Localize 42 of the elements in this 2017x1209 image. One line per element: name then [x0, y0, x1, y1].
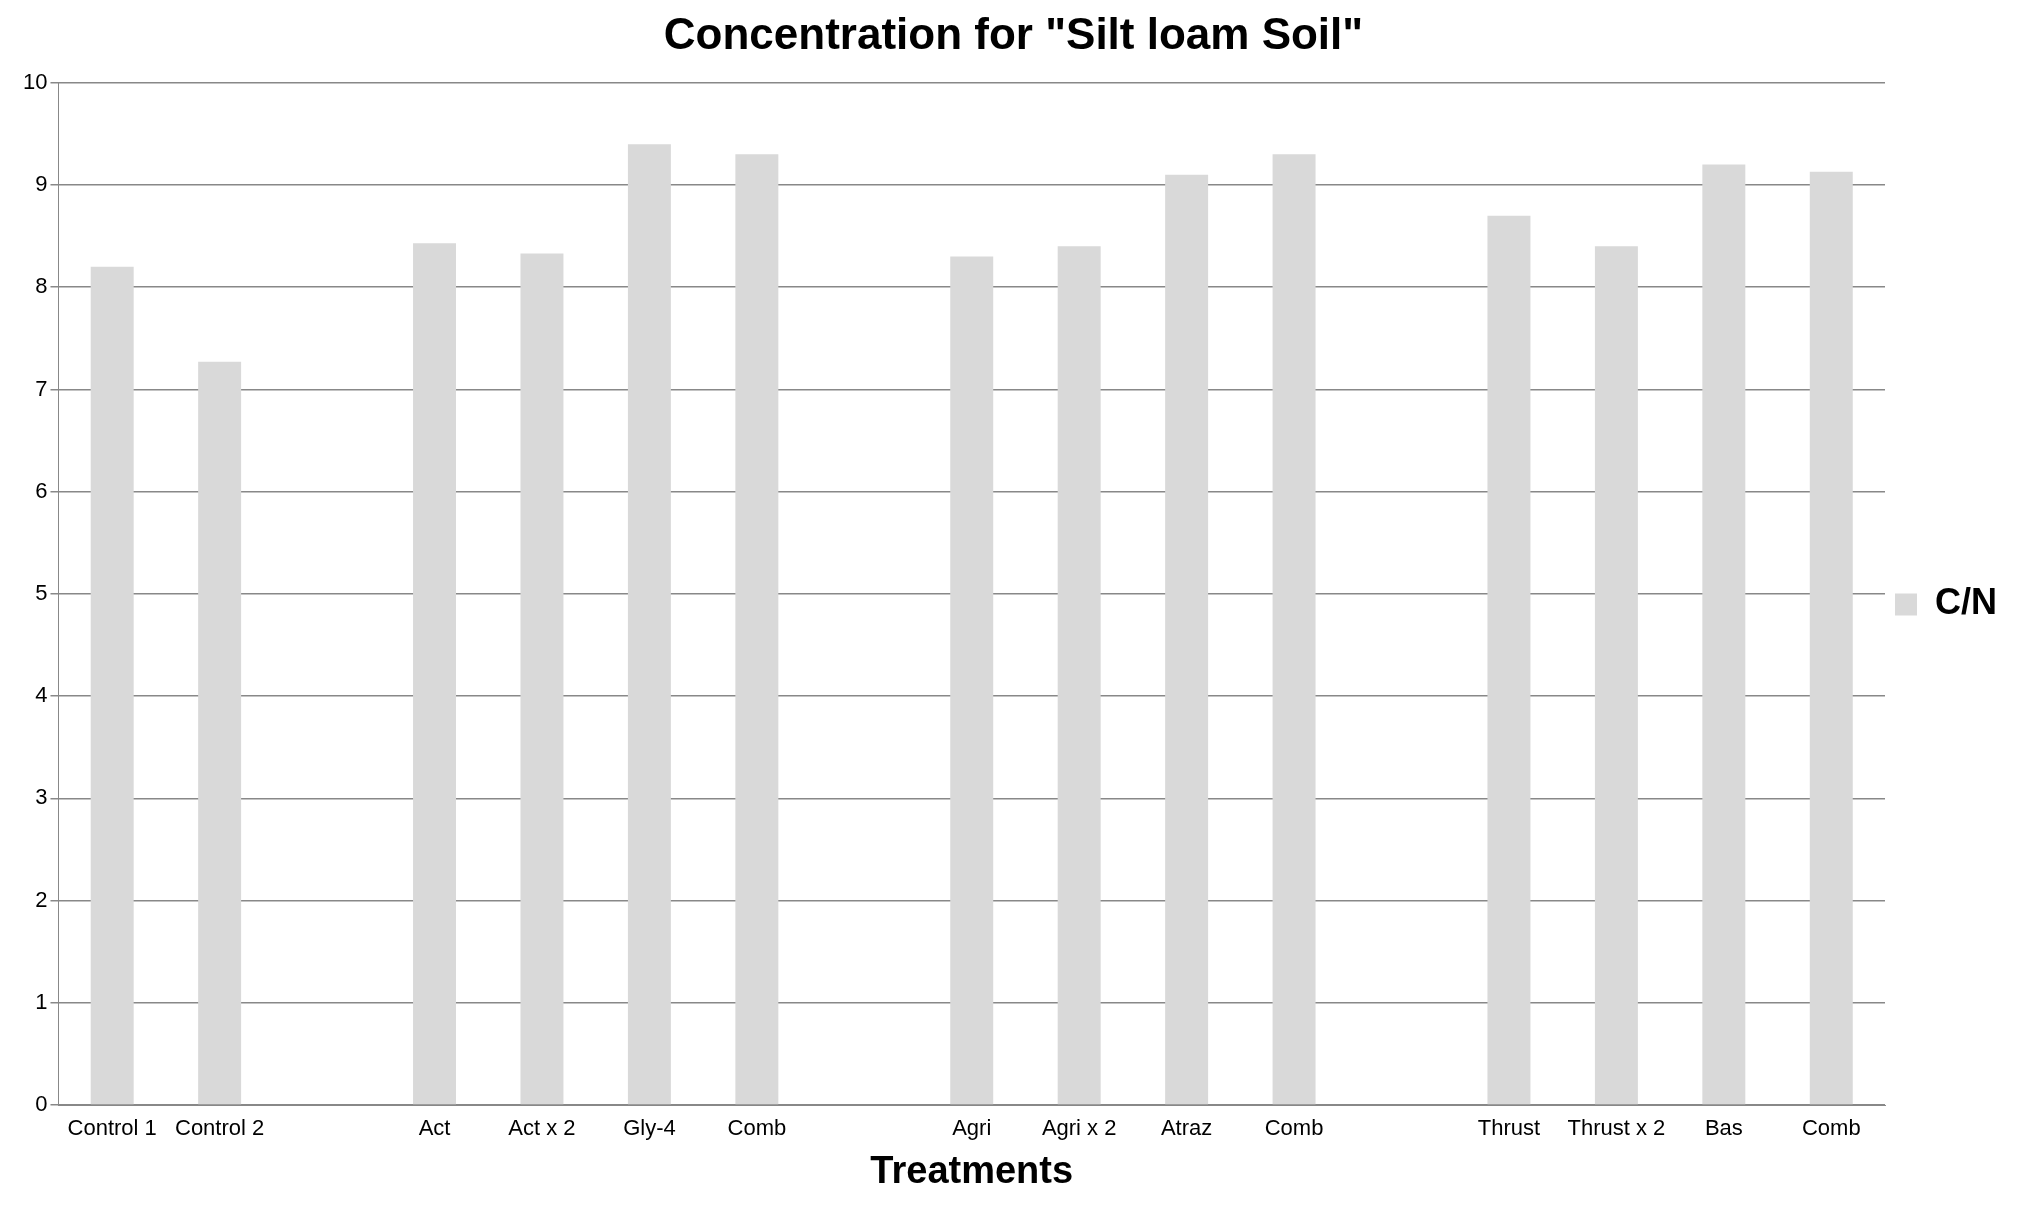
y-tick-label: 8 — [35, 273, 48, 299]
legend-label: C/N — [1935, 581, 1997, 623]
bar — [1594, 246, 1638, 1105]
x-axis-title: Treatments — [870, 1148, 1074, 1191]
x-tick-label: Thrust x 2 — [1567, 1115, 1666, 1141]
y-tick-label: 7 — [35, 375, 48, 401]
bar — [1165, 174, 1209, 1105]
y-tick-label: 0 — [35, 1091, 48, 1117]
y-tick-label: 3 — [35, 784, 48, 810]
y-tick-label: 4 — [35, 682, 48, 708]
x-tick-label: Gly-4 — [623, 1115, 676, 1141]
x-tick-label: Comb — [727, 1115, 787, 1141]
bar — [413, 243, 457, 1105]
bar — [950, 256, 994, 1105]
x-tick-label: Thrust — [1477, 1115, 1541, 1141]
chart-title: Concentration for "Silt loam Soil" — [663, 8, 1364, 58]
x-tick-label: Atraz — [1160, 1115, 1213, 1141]
y-tick-label: 6 — [35, 477, 48, 503]
x-tick-label: Comb — [1801, 1115, 1861, 1141]
bar — [735, 154, 779, 1105]
bar — [198, 361, 242, 1105]
bar — [1272, 154, 1316, 1105]
x-tick-label: Control 2 — [174, 1115, 265, 1141]
bar — [90, 266, 134, 1105]
x-tick-label: Bas — [1704, 1115, 1743, 1141]
bar — [1057, 246, 1101, 1105]
x-tick-label: Act — [418, 1115, 451, 1141]
bar — [520, 253, 564, 1105]
bar — [1702, 164, 1746, 1105]
y-tick-label: 9 — [35, 171, 48, 197]
x-tick-label: Comb — [1264, 1115, 1324, 1141]
x-tick-label: Agri — [952, 1115, 992, 1141]
y-tick-label: 2 — [35, 886, 48, 912]
y-tick-label: 1 — [35, 988, 48, 1014]
bar — [1487, 215, 1531, 1105]
bar — [627, 144, 671, 1105]
x-tick-label: Control 1 — [67, 1115, 157, 1141]
x-tick-label: Agri x 2 — [1041, 1115, 1117, 1141]
y-tick-label: 5 — [35, 579, 48, 605]
x-tick-label: Act x 2 — [508, 1115, 576, 1141]
bar — [1809, 171, 1853, 1105]
y-tick-label: 10 — [22, 68, 48, 94]
